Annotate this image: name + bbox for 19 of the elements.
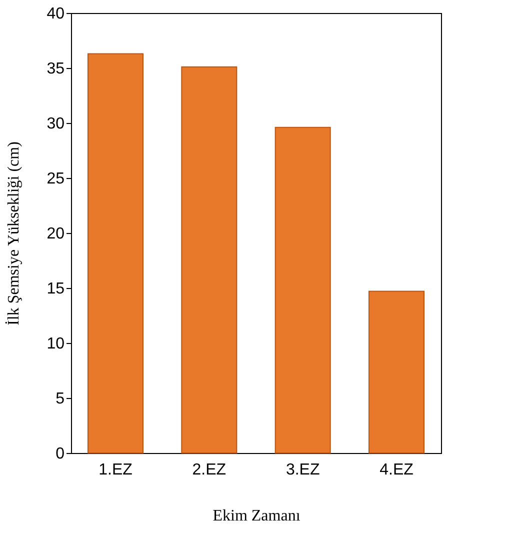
bar: [87, 53, 144, 454]
y-tick-label: 35: [46, 60, 65, 78]
y-tick-label: 15: [46, 280, 65, 298]
y-tick-label: 5: [56, 390, 65, 408]
x-tick-label: 4.EZ: [380, 462, 414, 478]
y-tick-label: 25: [46, 170, 65, 188]
y-tick-label: 40: [46, 6, 65, 22]
y-tick-label: 10: [46, 336, 65, 352]
y-tick-label: 0: [56, 446, 65, 462]
bar: [274, 126, 331, 454]
y-axis-title: İlk Şemsiye Yüksekliği (cm): [4, 142, 23, 326]
x-tick-label: 3.EZ: [286, 462, 320, 478]
x-axis-title: Ekim Zamanı: [212, 508, 301, 524]
x-tick-label: 2.EZ: [192, 462, 226, 478]
bar: [181, 66, 238, 454]
bar: [368, 290, 425, 454]
y-tick-label: 20: [46, 226, 65, 242]
y-tick-label: 30: [46, 116, 65, 132]
x-tick-label: 1.EZ: [98, 462, 133, 478]
